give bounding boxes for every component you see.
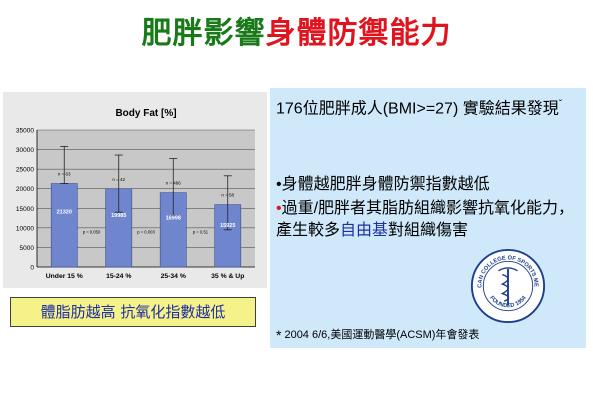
footnote: * 2004 6/6,美國運動醫學(ACSM)年會發表 xyxy=(276,328,582,342)
p-value-label: p = 0.003 xyxy=(137,229,155,234)
finding-text: 身體越肥胖身體防禦指數越低 xyxy=(281,176,490,193)
finding-item-defense: •身體越肥胖身體防禦指數越低 xyxy=(276,174,582,196)
sample-size-label: n = 63 xyxy=(58,172,71,177)
x-tick-label: Under 15 % xyxy=(46,273,83,280)
x-tick-label: 25-34 % xyxy=(161,273,186,280)
slide-title: 肥胖影響身體防禦能力 xyxy=(0,14,593,54)
chart-title: Body Fat [%] xyxy=(115,108,176,119)
sample-size-label: n = 466 xyxy=(166,181,182,186)
bar-value-label: 15925 xyxy=(220,223,235,229)
bar-value-label: 19985 xyxy=(111,213,126,219)
info-panel: 176位肥胖成人(BMI>=27) 實驗結果發現ˇ •身體越肥胖身體防禦指數越低… xyxy=(270,88,586,348)
y-tick-label: 20000 xyxy=(16,186,34,193)
sample-size-label: n = 42 xyxy=(112,177,125,182)
y-tick-label: 5000 xyxy=(20,245,35,252)
info-heading-text: 176位肥胖成人(BMI>=27) 實驗結果發現 xyxy=(276,100,559,118)
finding-highlight: 自由基 xyxy=(340,222,389,239)
bullet: • xyxy=(276,200,282,217)
x-tick-label: 15-24 % xyxy=(106,273,131,280)
y-tick-label: 0 xyxy=(30,265,34,272)
bar-value-label: 18998 xyxy=(166,215,181,221)
y-tick-label: 35000 xyxy=(16,128,34,135)
p-value-label: p = 0.050 xyxy=(83,229,101,234)
chart-caption: 體脂肪越高 抗氧化指數越低 xyxy=(10,297,256,327)
info-heading-mark: ˇ xyxy=(558,99,563,110)
bar-value-label: 21320 xyxy=(57,210,72,216)
finding-text-end: 對組織傷害 xyxy=(388,222,469,239)
info-heading: 176位肥胖成人(BMI>=27) 實驗結果發現ˇ xyxy=(276,94,582,120)
body-fat-chart-panel: Body Fat [%] 0 5000 10000 15000 20000 25000 300… xyxy=(3,92,267,288)
finding-text: 過重/肥胖者其脂肪組織影響抗氧化能力，產生較多 xyxy=(276,200,575,239)
finding-list: •身體越肥胖身體防禦指數越低 •過重/肥胖者其脂肪組織影響抗氧化能力，產生較多自… xyxy=(276,174,582,244)
bullet: • xyxy=(276,176,282,193)
finding-item-free-radicals: •過重/肥胖者其脂肪組織影響抗氧化能力，產生較多自由基對組織傷害 xyxy=(276,198,582,242)
footnote-mark: * xyxy=(276,327,282,343)
x-tick-label: 35 % & Up xyxy=(211,273,244,280)
y-tick-label: 25000 xyxy=(16,167,34,174)
body-fat-chart: Body Fat [%] 0 5000 10000 15000 20000 25000 300… xyxy=(16,108,255,280)
slide-title-part1: 肥胖影響 xyxy=(141,16,266,51)
y-tick-label: 10000 xyxy=(16,225,34,232)
slide-title-part2: 身體防禦能力 xyxy=(265,16,452,51)
sample-size-label: n = 58 xyxy=(221,193,234,198)
y-tick-label: 15000 xyxy=(16,206,34,213)
y-tick-label: 30000 xyxy=(16,147,34,154)
chart-bar xyxy=(50,183,78,268)
footnote-text: 2004 6/6,美國運動醫學(ACSM)年會發表 xyxy=(284,329,480,341)
p-value-label: p = 0.51 xyxy=(193,229,209,234)
acsm-seal-icon: AMERICAN COLLEGE OF SPORTS MEDICINE FOUN… xyxy=(470,248,546,324)
